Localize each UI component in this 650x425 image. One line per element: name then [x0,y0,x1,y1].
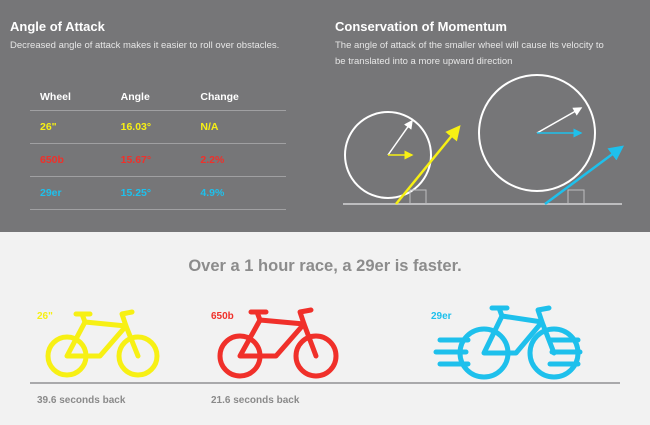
angle-cell: 16.03° [120,121,152,133]
bike-label-26: 26" [37,311,53,322]
race-tagline: Over a 1 hour race, a 29er is faster. [188,257,462,275]
column-header-wheel: Wheel [40,90,71,103]
change-cell: N/A [200,121,219,133]
angle-of-attack-subtitle: Decreased angle of attack makes it easie… [10,40,280,51]
table-row: 26" 16.03° N/A [30,111,286,144]
change-cell: 2.2% [200,154,225,166]
change-cell: 4.9% [200,187,225,199]
bicycle-icon [45,309,160,378]
momentum-subtitle-line-1: The angle of attack of the smaller wheel… [335,40,604,51]
table-row: 29er 15.25° 4.9% [30,177,286,210]
result-650b: 21.6 seconds back [211,395,300,406]
angle-of-attack-title: Angle of Attack [10,19,105,34]
small-trajectory-arrow [395,125,461,205]
bicycle-speed-icon [433,305,583,380]
small-wheel-icon [344,111,432,199]
bike-label-650b: 650b [211,311,234,322]
small-obstacle [409,189,427,205]
large-wheel-icon [478,74,596,192]
bicycle-icon [217,307,339,379]
large-obstacle [567,189,585,205]
angle-table: Wheel Angle Change 26" 16.03° N/A 650b 1… [30,83,286,210]
wheel-cell: 26" [40,121,57,133]
result-26: 39.6 seconds back [37,395,126,406]
wheel-cell: 650b [40,154,64,166]
angle-cell: 15.67° [120,154,152,166]
table-header-row: Wheel Angle Change [30,83,286,111]
large-velocity-vector [536,107,583,134]
momentum-title: Conservation of Momentum [335,19,507,34]
wheel-cell: 29er [40,187,62,199]
column-header-change: Change [200,90,239,103]
column-header-angle: Angle [120,90,150,103]
large-trajectory-arrow [544,145,625,206]
momentum-diagram [343,74,625,206]
bike-label-29er: 29er [431,311,452,322]
physics-panel [0,0,650,232]
small-velocity-vector [387,119,413,156]
momentum-subtitle-line-2: be translated into a more upward directi… [335,56,513,67]
race-panel [0,232,650,425]
bikes-illustration [30,305,620,384]
table-row: 650b 15.67° 2.2% [30,144,286,177]
angle-cell: 15.25° [120,187,152,199]
